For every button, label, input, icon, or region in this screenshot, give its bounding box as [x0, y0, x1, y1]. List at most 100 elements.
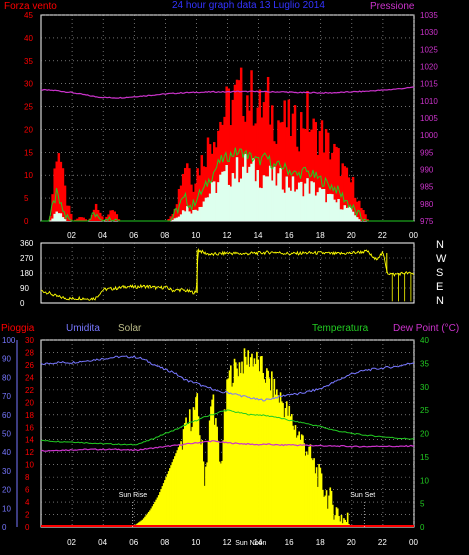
gust-bar	[215, 147, 218, 221]
solar-bar	[220, 463, 222, 527]
rain-y-tick-label: 14	[25, 436, 34, 445]
wind-fill-bar	[233, 178, 237, 221]
gust-bar	[101, 216, 104, 221]
solar-bar	[202, 461, 205, 527]
gust-bar	[82, 217, 85, 221]
wind-y-tick-label: 0	[24, 217, 29, 226]
wind-fill-bar	[358, 219, 361, 221]
solar-bar	[247, 350, 250, 527]
temp-y-tick-label: 30	[420, 383, 429, 392]
wind-fill-bar	[347, 206, 351, 221]
wind-fill-bar	[260, 188, 264, 221]
wind-fill-bar	[250, 163, 253, 221]
gust-bar	[289, 136, 293, 221]
solar-bar	[223, 409, 226, 527]
solar-bar	[249, 357, 252, 527]
wind-fill-bar	[244, 153, 247, 221]
gust-bar	[337, 148, 340, 221]
gust-bar	[283, 100, 286, 221]
solar-bar	[207, 441, 210, 527]
wind-fill-bar	[271, 180, 274, 221]
solar-bar	[328, 495, 330, 527]
solar-bar	[274, 394, 277, 527]
wind-fill-bar	[273, 166, 276, 221]
wind-fill-bar	[227, 184, 230, 221]
gust-bar	[55, 161, 58, 221]
rain-y-tick-label: 4	[25, 498, 30, 507]
temp-y-tick-label: 15	[420, 453, 429, 462]
solar-bar	[164, 480, 166, 527]
wind-fill-bar	[210, 182, 214, 221]
wind-fill-bar	[279, 168, 282, 221]
solar-bar	[188, 409, 191, 527]
solar-bar	[262, 372, 264, 527]
gust-bar	[57, 153, 61, 221]
gust-bar	[322, 152, 326, 221]
pressure-y-tick-label: 1035	[420, 11, 438, 20]
humidity-y-tick-label: 50	[2, 430, 11, 439]
wind-fill-bar	[304, 183, 307, 221]
solar-bar	[226, 379, 228, 527]
gust-bar	[295, 146, 299, 221]
solar-bar	[211, 399, 213, 527]
gust-bar	[99, 212, 102, 221]
gust-bar	[59, 161, 63, 221]
wind-fill-bar	[302, 196, 305, 221]
rain-y-tick-label: 8	[25, 473, 30, 482]
solar-bar	[299, 439, 302, 527]
wind-fill-bar	[248, 166, 251, 221]
solar-bar	[155, 499, 158, 527]
wind-y-tick-label: 25	[24, 103, 33, 112]
gust-bar	[96, 210, 100, 221]
solar-bar	[338, 516, 340, 527]
solar-bar	[269, 390, 272, 527]
solar-bar	[186, 423, 189, 527]
thermo-x-tick-label: 00	[409, 538, 418, 547]
solar-bar	[181, 449, 184, 527]
gust-bar	[320, 120, 324, 221]
gust-bar	[239, 67, 243, 222]
solar-bar	[304, 455, 307, 527]
wind-fill-bar	[239, 178, 243, 221]
solar-bar	[140, 520, 143, 527]
solar-bar	[200, 444, 202, 527]
wind-x-tick-label: 10	[191, 231, 200, 240]
direction-y-tick-label: 180	[20, 269, 34, 278]
solar-bar	[210, 406, 212, 527]
wind-fill-bar	[183, 211, 187, 221]
temp-y-tick-label: 0	[420, 523, 425, 532]
wind-fill-bar	[177, 216, 181, 221]
solar-bar	[340, 514, 343, 527]
wind-fill-bar	[61, 217, 65, 221]
wind-fill-bar	[297, 182, 301, 221]
solar-bar	[254, 363, 257, 527]
gust-bar	[266, 76, 270, 221]
pressure-y-tick-label: 975	[420, 217, 434, 226]
rain-y-tick-label: 20	[25, 398, 34, 407]
solar-bar	[256, 351, 258, 527]
compass-label: S	[436, 267, 443, 279]
solar-bar	[232, 382, 235, 527]
solar-bar	[137, 522, 140, 527]
solar-bar	[275, 389, 278, 527]
gust-bar	[173, 208, 177, 221]
gust-bar	[169, 216, 172, 221]
wind-fill-bar	[329, 193, 332, 221]
rain-y-tick-label: 6	[25, 486, 30, 495]
wind-x-tick-label: 12	[223, 231, 232, 240]
wind-fill-bar	[181, 210, 185, 221]
gust-bar	[78, 217, 81, 221]
solar-bar	[278, 402, 281, 527]
wind-fill-bar	[171, 219, 175, 221]
thermo-legend-entry: Pioggia	[1, 323, 35, 334]
wind-fill-bar	[333, 199, 336, 221]
solar-bar	[146, 513, 149, 527]
wind-y-tick-label: 35	[24, 57, 33, 66]
gust-bar	[188, 168, 191, 221]
gust-bar	[117, 219, 121, 221]
solar-bar	[147, 511, 150, 527]
solar-bar	[203, 485, 206, 527]
solar-bar	[196, 393, 199, 527]
wind-y-tick-label: 5	[24, 194, 29, 203]
wind-fill-bar	[308, 193, 311, 221]
